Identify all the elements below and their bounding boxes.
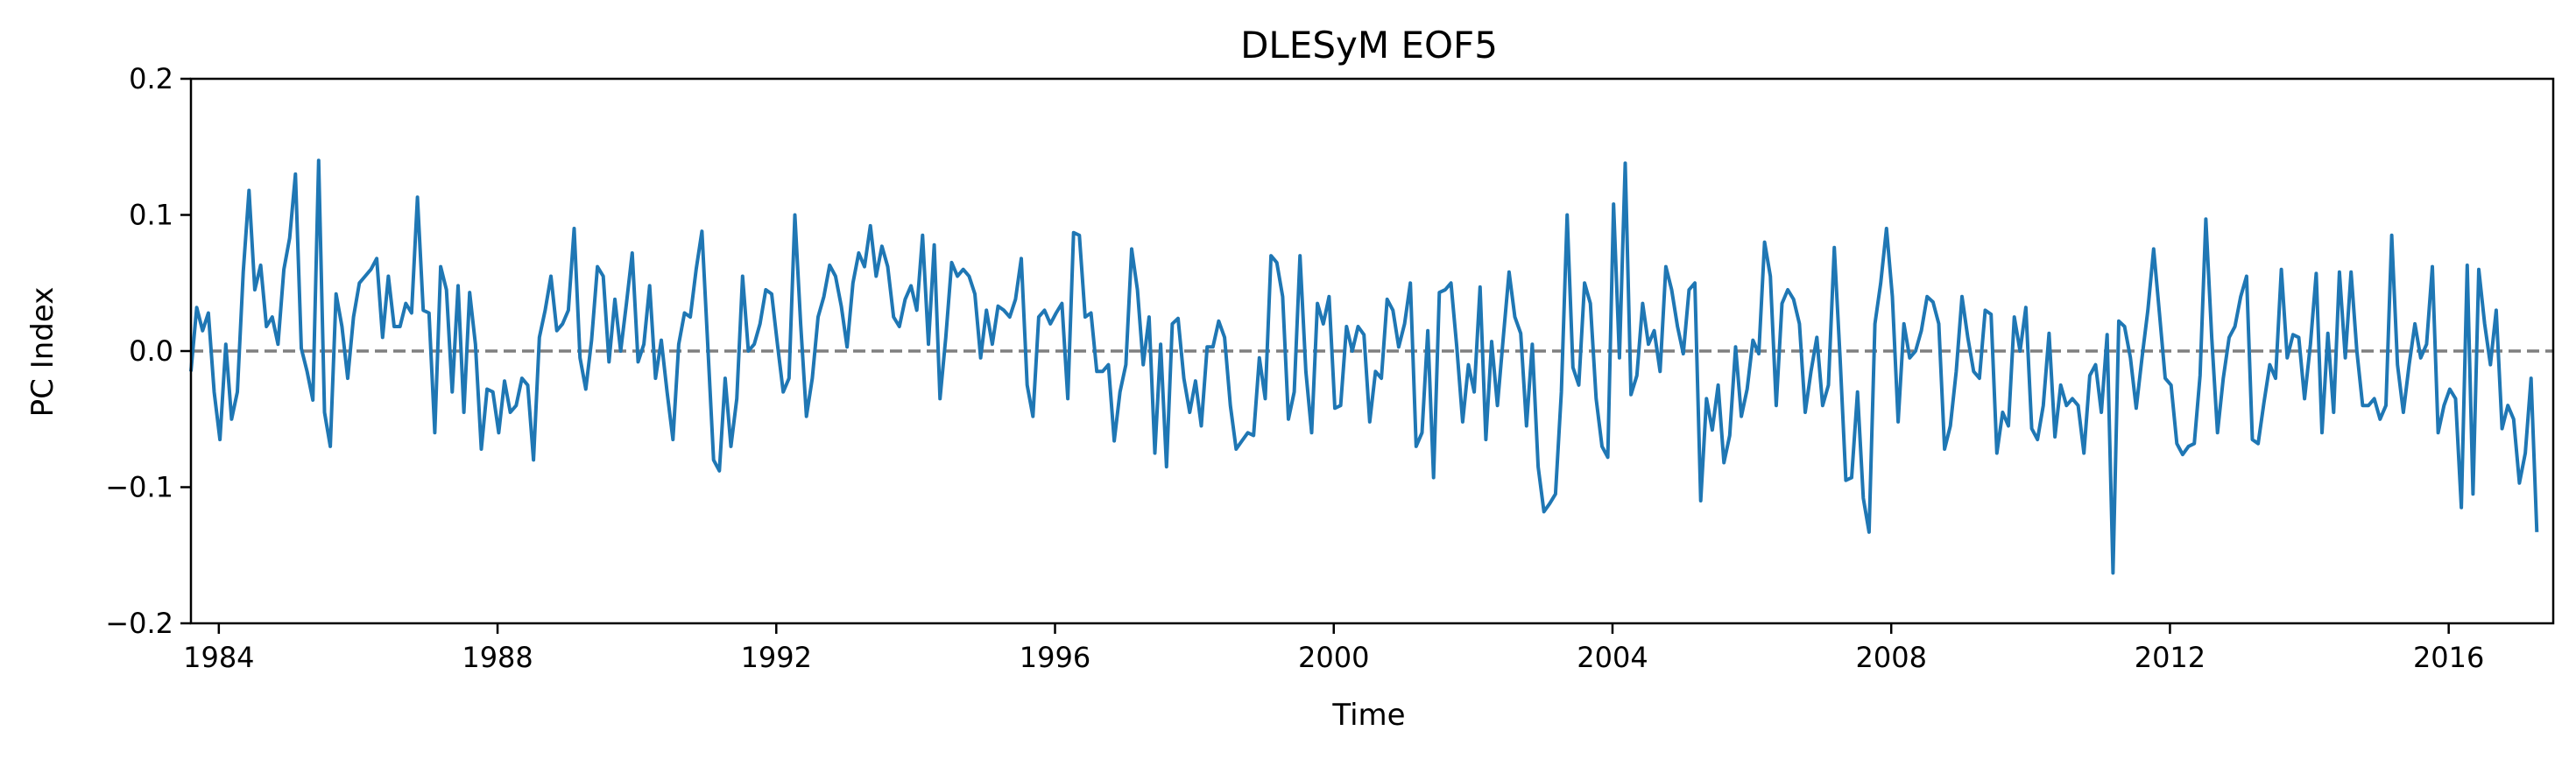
y-axis-label-group: PC Index	[25, 287, 60, 418]
y-tick-label--0.1: −0.1	[105, 471, 173, 504]
y-tick-label--0.2: −0.2	[105, 607, 173, 640]
y-tick-label-0.1: 0.1	[129, 199, 173, 232]
y-tick-label-0.2: 0.2	[129, 62, 173, 95]
x-tick-label-2004: 2004	[1577, 641, 1648, 674]
chart-title: DLESyM EOF5	[1240, 24, 1498, 67]
x-axis-label: Time	[1331, 698, 1405, 733]
x-tick-label-1988: 1988	[462, 641, 533, 674]
x-tick-label-1996: 1996	[1020, 641, 1090, 674]
plot-area: 1984 1988 1992 1996 2000 2004 2008 2012 2016 0.2 0…	[105, 62, 2555, 674]
x-tick-label-1992: 1992	[741, 641, 812, 674]
x-tick-label-1984: 1984	[183, 641, 254, 674]
series-line-0	[189, 158, 2539, 575]
y-axis-label: PC Index	[25, 287, 60, 418]
x-tick-label-2008: 2008	[1855, 641, 1926, 674]
x-tick-label-2012: 2012	[2135, 641, 2205, 674]
y-tick-label-0: 0.0	[129, 334, 173, 368]
x-tick-label-2000: 2000	[1298, 641, 1369, 674]
x-tick-label-2016: 2016	[2413, 641, 2484, 674]
